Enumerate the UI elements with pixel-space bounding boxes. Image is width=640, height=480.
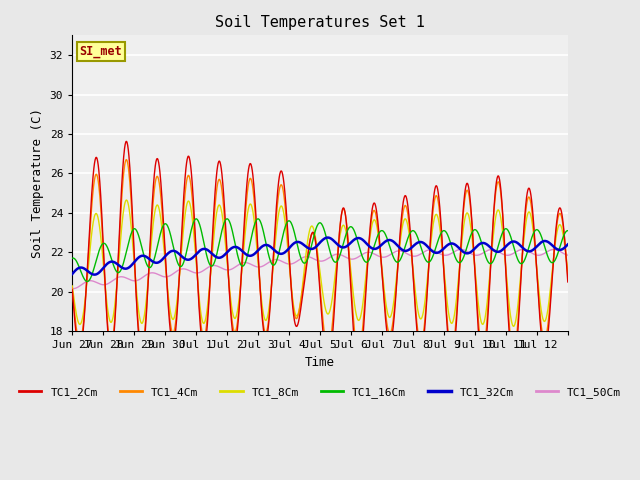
Legend: TC1_2Cm, TC1_4Cm, TC1_8Cm, TC1_16Cm, TC1_32Cm, TC1_50Cm: TC1_2Cm, TC1_4Cm, TC1_8Cm, TC1_16Cm, TC1…	[15, 383, 625, 403]
Y-axis label: Soil Temperature (C): Soil Temperature (C)	[31, 108, 44, 258]
Text: SI_met: SI_met	[79, 45, 122, 58]
Title: Soil Temperatures Set 1: Soil Temperatures Set 1	[215, 15, 425, 30]
X-axis label: Time: Time	[305, 356, 335, 369]
